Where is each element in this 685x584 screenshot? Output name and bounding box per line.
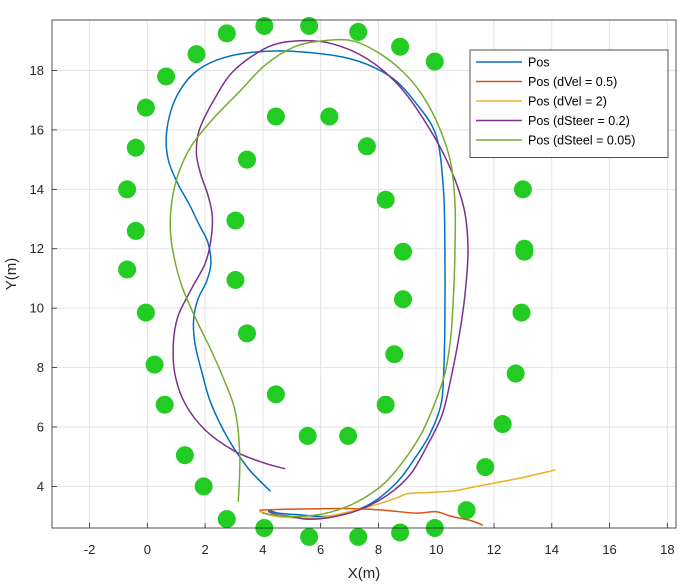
legend-entry-label: Pos (dSteer = 0.2)	[528, 114, 630, 128]
cone-marker	[349, 22, 368, 41]
cone-marker	[217, 510, 236, 529]
cone-marker	[118, 260, 137, 279]
cone-marker	[457, 501, 476, 520]
axes-box	[51, 19, 677, 529]
cone-marker	[136, 303, 155, 322]
cone-markers	[118, 16, 534, 546]
cone-marker	[515, 239, 534, 258]
cone-marker	[300, 16, 319, 35]
cone-marker	[391, 37, 410, 56]
cone-marker	[493, 415, 512, 434]
cone-marker	[155, 395, 174, 414]
cone-marker	[136, 98, 155, 117]
cone-marker	[357, 137, 376, 156]
cone-marker	[266, 385, 285, 404]
cone-marker	[118, 180, 137, 199]
cone-marker	[506, 364, 525, 383]
y-tick-label: 10	[30, 301, 44, 316]
cone-marker	[175, 446, 194, 465]
legend-entry-label: Pos (dVel = 0.5)	[528, 75, 617, 89]
x-tick-labels: -2 0 2 4 6 8 10 12 14 16 18	[84, 542, 675, 557]
cone-marker	[385, 345, 404, 364]
cone-marker	[157, 67, 176, 86]
cone-marker	[226, 270, 245, 289]
y-tick-label: 16	[30, 122, 44, 137]
y-tick-label: 12	[30, 241, 44, 256]
x-axis-label: X(m)	[348, 565, 381, 582]
series-line-1	[259, 507, 484, 526]
cone-marker	[187, 45, 206, 64]
x-tick-label: 8	[375, 542, 382, 557]
cone-marker	[217, 24, 236, 43]
cone-marker	[226, 211, 245, 230]
x-tick-label: 14	[545, 542, 559, 557]
x-tick-label: 2	[201, 542, 208, 557]
cone-marker	[126, 221, 145, 240]
y-tick-label: 14	[30, 182, 44, 197]
legend: Pos Pos (dVel = 0.5) Pos (dVel = 2) Pos (dS…	[469, 49, 669, 158]
cone-marker	[320, 107, 339, 126]
cone-marker	[376, 190, 395, 209]
series-lines	[165, 38, 556, 526]
cone-marker	[255, 16, 274, 35]
x-tick-label: 12	[487, 542, 501, 557]
cone-marker	[391, 523, 410, 542]
y-tick-label: 6	[37, 419, 44, 434]
series-line-4	[169, 38, 457, 518]
x-tick-label: 10	[429, 542, 443, 557]
cone-marker	[512, 303, 531, 322]
legend-entry-label: Pos	[528, 56, 550, 70]
x-tick-label: -2	[84, 542, 96, 557]
cone-marker	[298, 426, 317, 445]
x-tick-label: 4	[259, 542, 266, 557]
cone-marker	[349, 527, 368, 546]
cone-marker	[425, 52, 444, 71]
x-tick-label: 0	[144, 542, 151, 557]
cone-marker	[476, 458, 495, 477]
series-line-0	[165, 50, 446, 518]
cone-marker	[145, 355, 164, 374]
cone-marker	[126, 138, 145, 157]
cone-marker	[394, 242, 412, 261]
cone-marker	[194, 477, 213, 496]
legend-entry-label: Pos (dVel = 2)	[528, 95, 607, 109]
y-tick-labels: 4 6 8 10 12 14 16 18	[30, 63, 44, 494]
cone-marker	[300, 527, 319, 546]
y-tick-label: 4	[37, 479, 44, 494]
cone-marker	[394, 290, 412, 309]
cone-marker	[376, 395, 395, 414]
y-tick-label: 18	[30, 63, 44, 78]
y-axis-label: Y(m)	[3, 258, 20, 291]
y-tick-label: 8	[37, 360, 44, 375]
cone-marker	[266, 107, 285, 126]
x-tick-label: 6	[317, 542, 324, 557]
cone-marker	[238, 324, 256, 343]
x-tick-label: 18	[660, 542, 674, 557]
cone-marker	[513, 180, 532, 199]
cone-marker	[238, 150, 256, 169]
x-tick-label: 16	[602, 542, 616, 557]
legend-entry-label: Pos (dSteel = 0.05)	[528, 134, 635, 148]
cone-marker	[339, 426, 358, 445]
